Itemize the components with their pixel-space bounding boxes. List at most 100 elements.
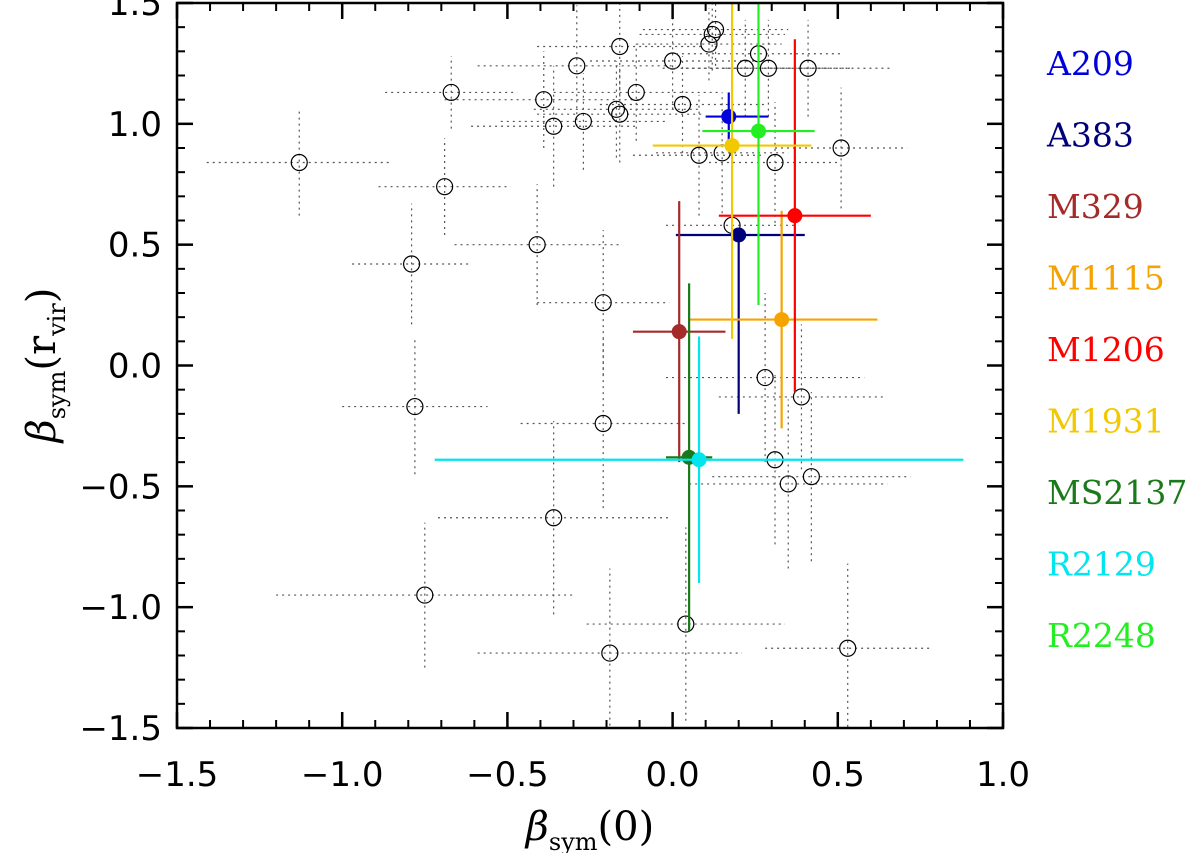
background-marker <box>594 294 612 312</box>
background-point <box>775 87 908 209</box>
background-point <box>520 338 686 509</box>
series-marker <box>751 123 767 139</box>
background-point <box>712 392 911 562</box>
background-point <box>665 293 865 463</box>
background-point <box>765 563 931 728</box>
background-marker <box>663 52 682 70</box>
series-a383 <box>675 227 805 414</box>
background-marker <box>594 414 612 433</box>
y-tick-label: −1.0 <box>79 588 162 628</box>
series-marker <box>671 324 687 340</box>
series-marker <box>787 208 803 224</box>
y-axis-title: βsym(rvir) <box>19 288 71 445</box>
background-marker <box>759 59 778 77</box>
background-marker <box>442 83 460 102</box>
background-point <box>537 3 703 95</box>
background-marker <box>677 615 695 633</box>
background-point <box>385 56 518 129</box>
series-marker <box>774 312 790 328</box>
x-tick-label: −1.0 <box>301 755 384 795</box>
background-point <box>636 7 782 81</box>
x-tick-label: −0.5 <box>466 755 549 795</box>
background-point <box>533 61 700 158</box>
background-marker <box>528 236 546 254</box>
series-ms2137 <box>665 283 713 632</box>
background-marker <box>799 59 817 77</box>
background-marker <box>601 644 619 662</box>
series-r2248 <box>702 3 815 306</box>
cluster-series <box>434 3 964 632</box>
axis-tick-labels: −1.5 −1.0 −0.5 0.0 0.5 1.0 −1.5 −1.0 −0.5 0.0 0.5 1… <box>79 0 1030 795</box>
x-tick-label: −1.5 <box>136 755 219 795</box>
background-marker <box>545 509 563 527</box>
background-marker <box>792 388 811 406</box>
background-point <box>352 203 472 325</box>
background-point <box>599 56 766 153</box>
background-marker <box>839 639 857 657</box>
background-point <box>639 3 785 71</box>
background-point <box>708 102 842 223</box>
series-m329 <box>632 201 726 463</box>
background-point <box>342 338 488 475</box>
background-point <box>642 3 789 66</box>
y-tick-label: 1.5 <box>108 0 162 24</box>
background-point <box>632 94 766 216</box>
y-tick-label: 0.5 <box>108 226 162 266</box>
background-marker <box>416 586 434 604</box>
background-point <box>586 527 785 721</box>
legend-item-m329: M329 <box>1047 187 1144 226</box>
legend: A209 A383 M329 M1115 M1206 M1931 MS2137 R2129 R2… <box>1046 44 1187 655</box>
background-marker <box>406 397 424 416</box>
background-point <box>537 230 670 376</box>
series-m1115 <box>689 210 878 429</box>
background-marker <box>703 25 721 44</box>
background-point <box>444 51 643 148</box>
background-points <box>206 3 931 728</box>
background-point <box>438 421 670 615</box>
background-point <box>471 65 637 187</box>
background-marker <box>436 178 454 196</box>
background-marker <box>574 112 592 131</box>
y-tick-label: 0.0 <box>108 347 162 387</box>
background-point <box>477 568 742 728</box>
background-marker <box>568 57 586 75</box>
background-marker <box>700 35 718 53</box>
background-point <box>718 324 885 470</box>
background-point <box>454 184 620 306</box>
axis-ticks <box>175 1 1005 730</box>
background-marker <box>766 153 784 172</box>
background-marker <box>535 91 553 109</box>
background-point <box>378 138 511 235</box>
legend-item-a383: A383 <box>1046 116 1134 155</box>
legend-item-m1206: M1206 <box>1047 330 1165 369</box>
background-marker <box>706 20 725 39</box>
x-tick-label: 1.0 <box>976 755 1030 795</box>
background-point <box>725 19 891 117</box>
legend-item-m1115: M1115 <box>1047 259 1165 298</box>
y-tick-label: 1.0 <box>108 105 162 145</box>
x-axis-title: βsym(0) <box>524 804 654 853</box>
series-marker <box>731 227 747 243</box>
background-marker <box>690 146 708 164</box>
series-marker <box>724 138 740 154</box>
background-marker <box>611 105 629 123</box>
background-point <box>553 44 719 141</box>
background-marker <box>627 83 645 102</box>
y-tick-label: −0.5 <box>79 467 162 507</box>
x-tick-label: 0.5 <box>811 755 865 795</box>
background-point <box>477 5 676 127</box>
background-marker <box>673 95 692 114</box>
x-tick-label: 0.0 <box>646 755 700 795</box>
background-point <box>537 65 703 163</box>
series-m1206 <box>718 39 871 393</box>
plot-frame <box>175 1 1005 730</box>
series-r2129 <box>434 336 964 583</box>
background-marker <box>611 37 629 56</box>
background-point <box>590 12 756 110</box>
background-marker <box>402 255 421 273</box>
legend-item-r2248: R2248 <box>1047 616 1156 655</box>
legend-item-ms2137: MS2137 <box>1047 473 1187 512</box>
background-point <box>206 109 392 216</box>
series-marker <box>721 109 737 125</box>
